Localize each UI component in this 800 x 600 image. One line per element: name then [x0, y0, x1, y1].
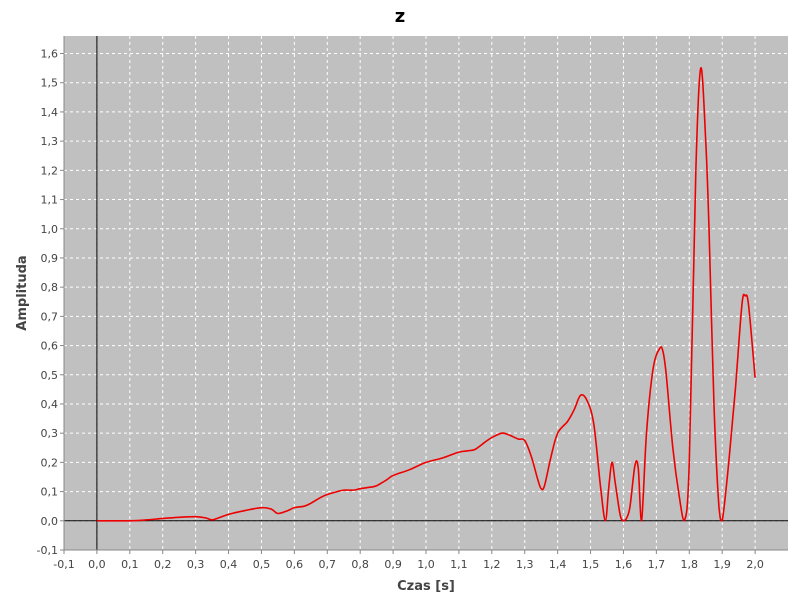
y-axis-label: Amplituda [15, 255, 30, 330]
y-tick-label: 0,5 [41, 369, 59, 382]
y-tick-label: 1,6 [41, 48, 59, 61]
x-tick-label: 0,0 [88, 558, 106, 571]
y-tick-label: 0,4 [41, 398, 59, 411]
y-tick-label: 1,5 [41, 77, 59, 90]
series-group [96, 67, 756, 522]
y-tick-label: 0,9 [41, 252, 59, 265]
y-tick-label: 1,2 [41, 164, 59, 177]
axes [60, 36, 788, 554]
x-tick-label: 0,8 [351, 558, 369, 571]
x-tick-label: 1,9 [713, 558, 731, 571]
y-tick-label: 1,0 [41, 223, 59, 236]
y-tick-label: 0,8 [41, 281, 59, 294]
x-axis-label: Czas [s] [397, 579, 455, 594]
zero-axes [64, 36, 788, 550]
x-tick-label: 1,1 [450, 558, 468, 571]
x-tick-label: 1,0 [417, 558, 435, 571]
y-tick-label: 0,1 [41, 486, 59, 499]
x-tick-label: 1,3 [516, 558, 534, 571]
x-tick-label: 2,0 [746, 558, 764, 571]
y-tick-labels: -0,1 0,0 0,1 0,2 0,3 0,4 0,5 0,6 0,7 0,8 0,9 1,0 1,1… [37, 48, 58, 557]
x-tick-label: 1,2 [483, 558, 501, 571]
y-tick-label: 0,6 [41, 340, 59, 353]
y-tick-label: 1,4 [41, 106, 59, 119]
y-tick-label: 0,0 [41, 515, 59, 528]
y-tick-label: 0,3 [41, 427, 59, 440]
x-tick-label: 0,7 [319, 558, 337, 571]
x-tick-label: 1,7 [648, 558, 666, 571]
y-tick-label: 1,3 [41, 135, 59, 148]
series-line [96, 67, 756, 522]
x-tick-label: 1,4 [549, 558, 567, 571]
y-tick-label: 1,1 [41, 194, 59, 207]
x-tick-label: 0,3 [187, 558, 205, 571]
x-tick-label: 0,6 [286, 558, 304, 571]
x-tick-label: -0,1 [53, 558, 74, 571]
y-tick-label: -0,1 [37, 544, 58, 557]
x-tick-label: 1,8 [681, 558, 699, 571]
x-tick-label: 0,2 [154, 558, 172, 571]
chart-title: z [395, 6, 405, 27]
x-tick-labels: -0,1 0,0 0,1 0,2 0,3 0,4 0,5 0,6 0,7 0,8 0,9 1,0 1,1… [53, 558, 764, 571]
x-tick-label: 1,6 [615, 558, 633, 571]
x-tick-label: 0,1 [121, 558, 139, 571]
x-tick-label: 1,5 [582, 558, 600, 571]
y-tick-label: 0,7 [41, 310, 59, 323]
x-tick-label: 0,5 [253, 558, 271, 571]
x-tick-label: 0,9 [384, 558, 402, 571]
plot-area [64, 36, 788, 550]
y-tick-label: 0,2 [41, 456, 59, 469]
x-tick-label: 0,4 [220, 558, 238, 571]
